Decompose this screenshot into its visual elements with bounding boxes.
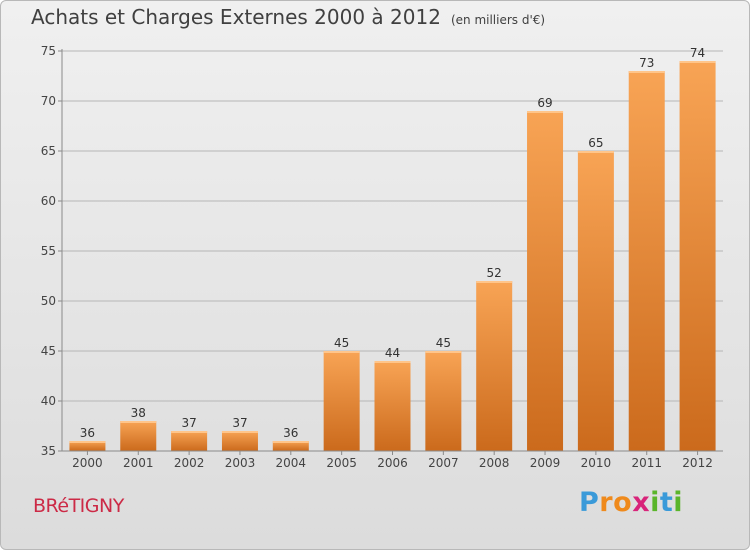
y-tick-label: 40: [41, 394, 56, 408]
chart-title-text: Achats et Charges Externes 2000 à 2012: [31, 5, 441, 29]
bar-highlight: [425, 351, 462, 353]
y-tick-label: 75: [41, 44, 56, 58]
x-tick-label: 2012: [682, 456, 713, 470]
bar: [323, 351, 360, 451]
bar: [628, 71, 665, 451]
bar-value-label: 69: [537, 96, 552, 110]
logo-letter: o: [613, 487, 633, 518]
bar: [476, 281, 513, 451]
bar: [527, 111, 564, 451]
place-name: BRéTIGNY: [33, 495, 124, 517]
bar-value-label: 65: [588, 136, 603, 150]
bar-value-label: 36: [80, 426, 95, 440]
x-tick-label: 2000: [72, 456, 103, 470]
axes: 35 40 45 50 55 60 65 70 75 2000 2001 2002 2003 2004 20…: [41, 44, 723, 470]
y-tick-label: 65: [41, 144, 56, 158]
bar-highlight: [120, 421, 157, 423]
bar-highlight: [577, 151, 614, 153]
x-tick-label: 2008: [479, 456, 510, 470]
bar: [272, 441, 309, 451]
logo-letter: x: [632, 487, 651, 518]
x-tick-label: 2003: [225, 456, 256, 470]
data-labels: 36 38 37 37 36 45 44 45 52 69 65 73 74: [80, 46, 705, 440]
x-tick-label: 2010: [581, 456, 612, 470]
bar-value-label: 36: [283, 426, 298, 440]
bar-value-label: 37: [181, 416, 196, 430]
bars: [69, 61, 716, 451]
bar-value-label: 45: [436, 336, 451, 350]
bar-value-label: 38: [131, 406, 146, 420]
x-tick-label: 2004: [276, 456, 307, 470]
y-tick-label: 35: [41, 444, 56, 458]
bar-highlight: [323, 351, 360, 353]
logo-letter: i: [673, 487, 684, 518]
x-tick-label: 2009: [530, 456, 561, 470]
bar: [679, 61, 716, 451]
bar-value-label: 74: [690, 46, 705, 60]
y-tick-label: 60: [41, 194, 56, 208]
bar: [69, 441, 106, 451]
bar-highlight: [476, 281, 513, 283]
bar-highlight: [527, 111, 564, 113]
x-tick-label: 2002: [174, 456, 205, 470]
chart-title: Achats et Charges Externes 2000 à 2012 (e…: [31, 5, 545, 29]
bar-value-label: 45: [334, 336, 349, 350]
bar-highlight: [171, 431, 208, 433]
y-tick-label: 45: [41, 344, 56, 358]
x-tick-label: 2007: [428, 456, 459, 470]
logo-letter: i: [650, 487, 660, 518]
bar-value-label: 52: [487, 266, 502, 280]
bar-highlight: [221, 431, 258, 433]
x-tick-label: 2005: [326, 456, 357, 470]
logo-letter: r: [599, 487, 614, 518]
bar: [374, 361, 411, 451]
bar: [120, 421, 157, 451]
chart-subtitle: (en milliers d'€): [450, 13, 546, 27]
bar-highlight: [69, 441, 106, 443]
x-tick-label: 2011: [631, 456, 662, 470]
bar-highlight: [628, 71, 665, 73]
bar: [171, 431, 208, 451]
x-tick-label: 2006: [377, 456, 408, 470]
y-tick-label: 55: [41, 244, 56, 258]
logo-letter: t: [659, 487, 674, 518]
bar: [425, 351, 462, 451]
bar-value-label: 37: [232, 416, 247, 430]
x-tick-label: 2001: [123, 456, 154, 470]
bar: [221, 431, 258, 451]
bar-highlight: [374, 361, 411, 363]
bar-highlight: [679, 61, 716, 63]
y-tick-label: 50: [41, 294, 56, 308]
y-tick-label: 70: [41, 94, 56, 108]
bar-highlight: [272, 441, 309, 443]
logo-letter: P: [579, 487, 600, 518]
bar-value-label: 44: [385, 346, 400, 360]
bar-value-label: 73: [639, 56, 654, 70]
bar: [577, 151, 614, 451]
proxiti-logo: Proxiti: [579, 487, 683, 518]
